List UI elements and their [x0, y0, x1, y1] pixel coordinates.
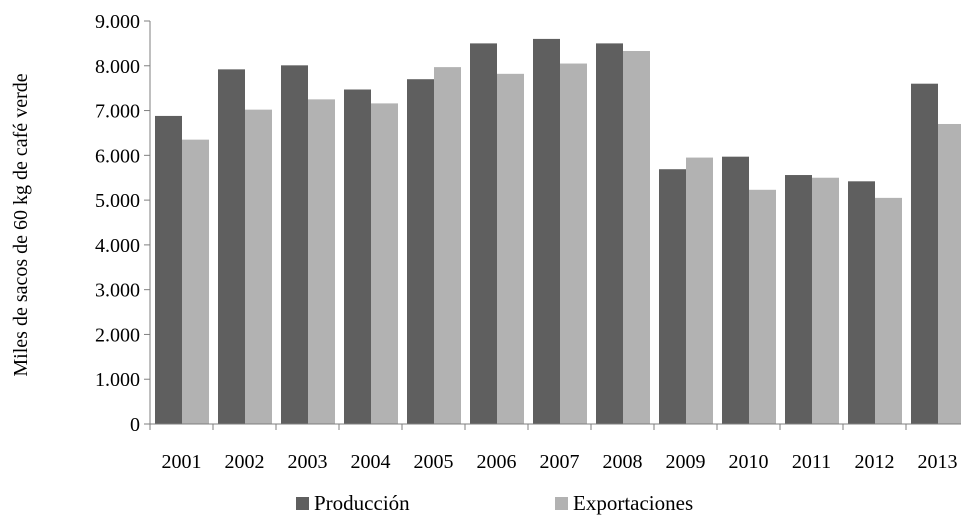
bar-produccion-2011 — [785, 175, 812, 424]
x-tick-label: 2010 — [729, 451, 769, 473]
x-tick-label: 2003 — [288, 451, 328, 473]
bar-exportaciones-2001 — [182, 139, 209, 424]
y-tick-label: 4.000 — [95, 235, 140, 257]
bar-exportaciones-2009 — [686, 157, 713, 425]
bar-exportaciones-2005 — [434, 67, 461, 425]
bar-exportaciones-2008 — [623, 51, 650, 425]
bars-layer — [155, 38, 961, 425]
bar-exportaciones-2003 — [308, 99, 335, 424]
x-tick-label: 2012 — [855, 451, 895, 473]
y-tick-label: 9.000 — [95, 11, 140, 33]
y-tick-label: 2.000 — [95, 324, 140, 346]
x-tick-label: 2011 — [792, 451, 831, 473]
bar-produccion-2005 — [407, 79, 434, 424]
legend: Producción Exportaciones — [0, 488, 961, 518]
legend-swatch-exportaciones — [555, 496, 568, 510]
bar-produccion-2010 — [722, 156, 749, 424]
y-tick-label: 3.000 — [95, 280, 140, 302]
x-tick-label: 2002 — [225, 451, 265, 473]
y-axis-title: Miles de sacos de 60 kg de café verde — [10, 73, 32, 376]
bar-produccion-2008 — [596, 43, 623, 425]
x-tick-label: 2007 — [540, 451, 580, 473]
y-tick-label: 5.000 — [95, 190, 140, 212]
bar-exportaciones-2002 — [245, 109, 272, 424]
legend-swatch-produccion — [296, 496, 309, 510]
bar-produccion-2007 — [533, 38, 560, 425]
x-tick-label: 2009 — [666, 451, 706, 473]
x-tick-label: 2013 — [918, 451, 958, 473]
bar-exportaciones-2012 — [875, 197, 902, 424]
y-tick-label: 7.000 — [95, 101, 140, 123]
bar-produccion-2003 — [281, 65, 308, 424]
x-tick-label: 2004 — [351, 451, 391, 473]
bar-produccion-2004 — [344, 89, 371, 424]
bar-exportaciones-2007 — [560, 63, 587, 425]
x-tick-label: 2008 — [603, 451, 643, 473]
x-tick-label: 2005 — [414, 451, 454, 473]
axes-layer — [144, 20, 961, 430]
y-tick-label: 6.000 — [95, 145, 140, 167]
x-tick-label: 2006 — [477, 451, 517, 473]
legend-label-produccion: Producción — [314, 491, 410, 515]
bar-produccion-2013 — [911, 83, 938, 424]
y-tick-label: 0 — [130, 414, 140, 436]
bar-exportaciones-2011 — [812, 177, 839, 424]
bar-produccion-2009 — [659, 169, 686, 424]
bar-exportaciones-2006 — [497, 73, 524, 425]
bar-exportaciones-2010 — [749, 189, 776, 424]
bar-produccion-2001 — [155, 115, 182, 424]
bar-produccion-2002 — [218, 69, 245, 425]
bar-produccion-2012 — [848, 181, 875, 424]
y-tick-label: 1.000 — [95, 369, 140, 391]
y-tick-label: 8.000 — [95, 56, 140, 78]
legend-label-exportaciones: Exportaciones — [573, 491, 694, 515]
bar-exportaciones-2013 — [938, 123, 961, 424]
labels-layer: 2001 2002 2003 2004 2005 2006 2007 2008 2009 2010… — [95, 11, 958, 473]
bar-produccion-2006 — [470, 43, 497, 425]
legend-item-produccion: Producción — [296, 488, 410, 518]
bar-exportaciones-2004 — [371, 103, 398, 424]
x-tick-label: 2001 — [162, 451, 202, 473]
legend-item-exportaciones: Exportaciones — [555, 488, 693, 518]
